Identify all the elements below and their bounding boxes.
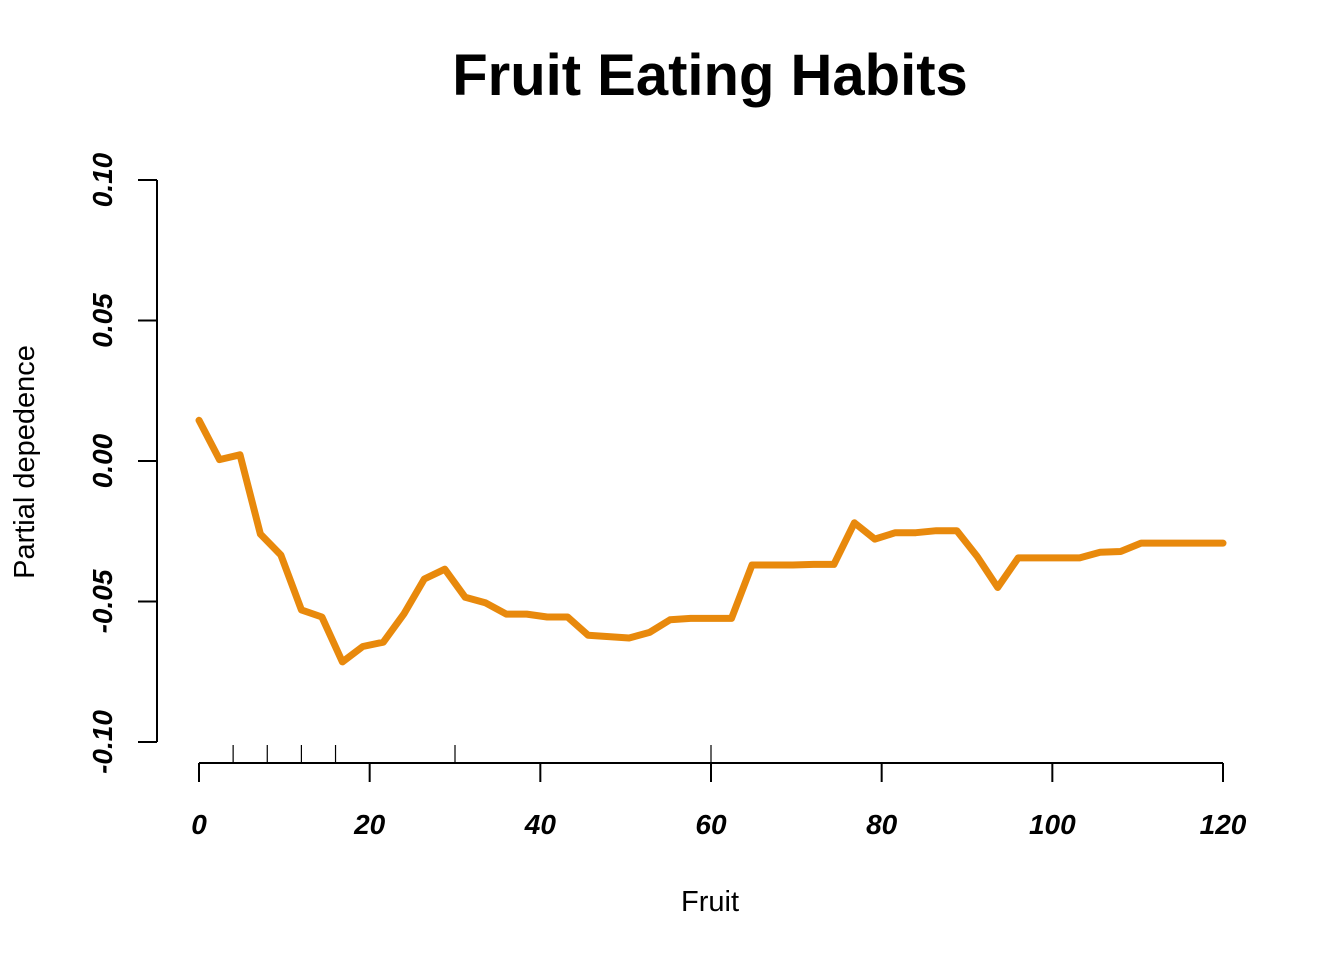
x-tick-label: 20 <box>353 809 386 840</box>
x-tick-label: 60 <box>695 809 727 840</box>
x-axis-label: Fruit <box>681 886 739 918</box>
y-tick-label: 0.00 <box>87 433 118 488</box>
x-tick-label: 0 <box>191 809 207 840</box>
rug-marks <box>232 745 712 763</box>
chart-title: Fruit Eating Habits <box>452 43 968 108</box>
x-tick-label: 120 <box>1200 809 1247 840</box>
x-tick-label: 100 <box>1029 809 1076 840</box>
partial-dependence-line <box>195 416 1227 666</box>
x-axis-ticks: 0 20 40 60 80 100 120 <box>191 763 1247 840</box>
y-tick-label: 0.10 <box>87 152 118 207</box>
y-axis-ticks: -0.10 -0.05 0.00 0.05 0.10 <box>87 152 157 774</box>
y-tick-label: -0.10 <box>87 710 118 774</box>
x-tick-label: 80 <box>866 809 898 840</box>
y-axis-label: Partial depedence <box>9 345 41 579</box>
x-tick-label: 40 <box>524 809 557 840</box>
y-tick-label: -0.05 <box>87 569 118 633</box>
y-tick-label: 0.05 <box>87 293 118 348</box>
